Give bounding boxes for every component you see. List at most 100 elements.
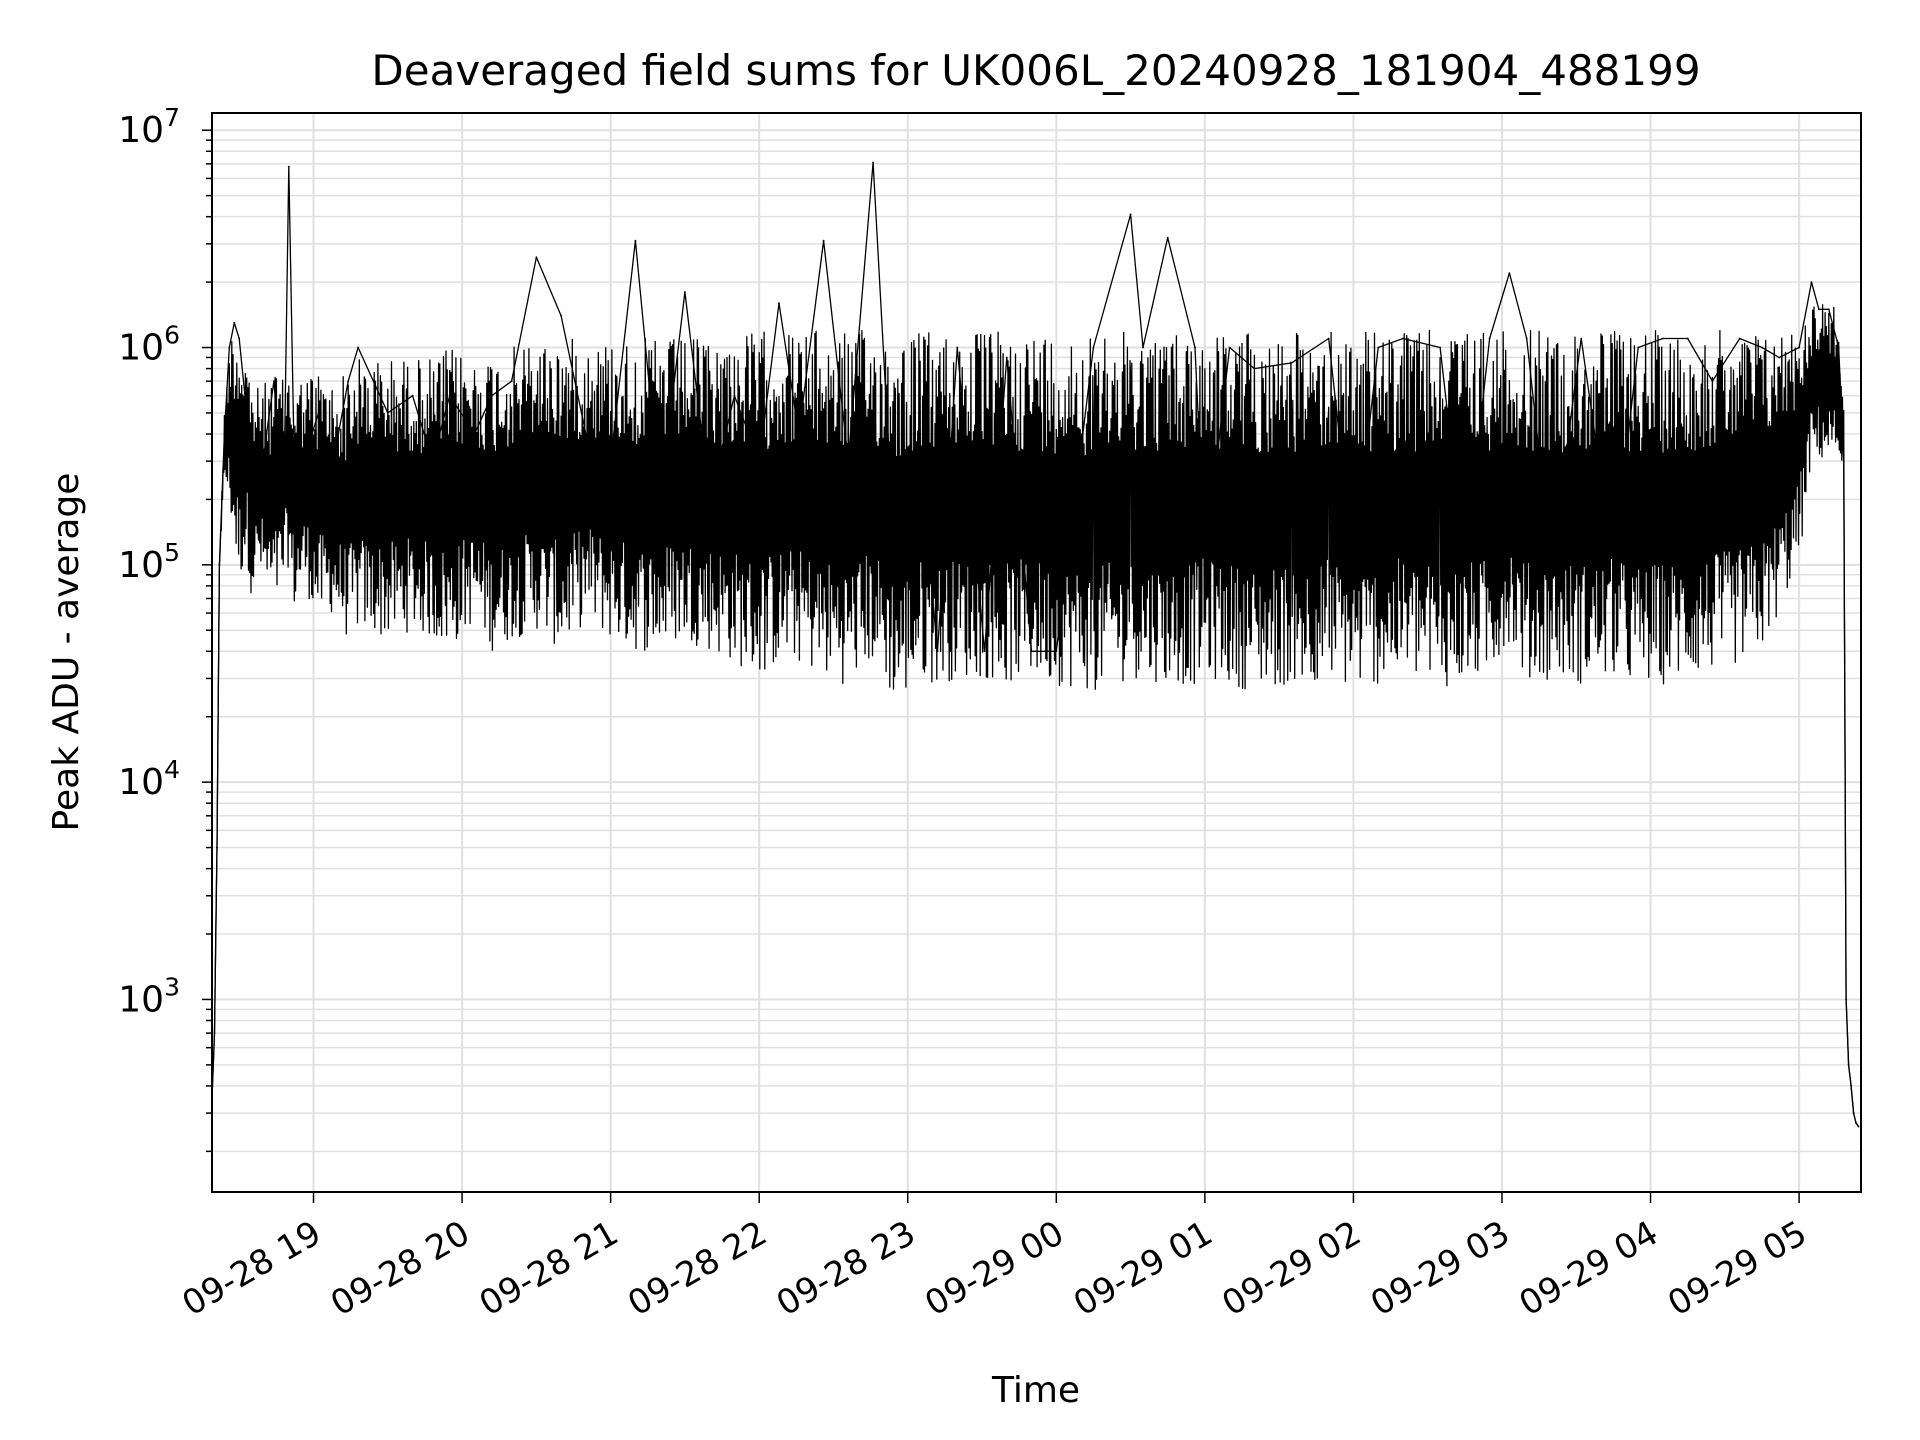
data-point: [1005, 356, 1008, 359]
data-point: [1352, 563, 1355, 566]
data-point: [1377, 346, 1380, 349]
data-point: [1847, 1064, 1850, 1066]
data-point: [245, 412, 248, 414]
data-point: [797, 433, 800, 435]
data-point: [1845, 998, 1847, 1001]
data-point: [983, 650, 986, 653]
data-point: [1402, 337, 1404, 340]
data-point: [1842, 460, 1845, 462]
data-point: [1488, 337, 1491, 340]
data-point: [1857, 1125, 1860, 1128]
data-point: [250, 460, 253, 462]
data-point: [510, 380, 513, 383]
data-point: [1827, 308, 1830, 311]
data-point: [213, 1032, 216, 1034]
data-point: [386, 412, 389, 414]
y-axis-label: Peak ADU - average: [46, 473, 87, 832]
data-point: [1818, 308, 1820, 311]
data-point: [1852, 1112, 1855, 1114]
data-point: [919, 460, 921, 462]
data-point: [1761, 346, 1763, 349]
data-point: [1463, 563, 1466, 566]
data-point: [1439, 346, 1441, 349]
data-point: [1030, 650, 1033, 653]
data-point: [872, 161, 874, 164]
data-point: [302, 460, 305, 462]
data-point: [1290, 362, 1293, 364]
data-point: [708, 498, 711, 501]
data-point: [411, 394, 414, 397]
data-point: [1055, 650, 1058, 653]
data-point: [1166, 236, 1169, 239]
y-tick-label: 104: [118, 755, 180, 803]
data-point: [1711, 380, 1714, 383]
data-point: [265, 433, 268, 435]
data-point: [216, 846, 218, 849]
data-point: [1798, 346, 1800, 349]
data-point: [609, 460, 612, 462]
data-point: [956, 346, 959, 349]
data-point: [659, 498, 662, 501]
data-point: [896, 612, 899, 614]
chart-title: Deaveraged field sums for UK006L_2024092…: [371, 46, 1700, 95]
data-point: [847, 460, 850, 462]
data-point: [258, 498, 260, 501]
data-point: [1837, 346, 1840, 349]
data-point: [228, 346, 231, 349]
series-line-dense: [211, 304, 1860, 1127]
data-point: [1129, 213, 1132, 216]
data-point: [1778, 356, 1781, 359]
data-point: [287, 165, 290, 168]
data-point: [1738, 337, 1741, 340]
data-point: [1253, 367, 1256, 370]
data-point: [585, 433, 587, 435]
data-point: [936, 650, 939, 653]
data-point: [218, 563, 221, 566]
data-point: [1092, 346, 1095, 349]
data-point: [1850, 1085, 1852, 1087]
x-axis-label: Time: [991, 1370, 1080, 1411]
data-point: [273, 380, 275, 383]
data-point: [758, 460, 761, 462]
data-point: [684, 291, 686, 293]
data-point: [634, 239, 637, 242]
data-point: [1612, 563, 1615, 566]
data-point: [1142, 346, 1144, 349]
data-point: [448, 394, 451, 397]
data-point: [473, 433, 476, 435]
data-point: [560, 314, 562, 317]
data-point: [1508, 272, 1511, 274]
data-point: [1580, 337, 1583, 340]
y-tick-label: 105: [118, 538, 180, 586]
data-point: [1525, 337, 1528, 340]
data-point: [1194, 346, 1196, 349]
data-point: [1327, 337, 1330, 340]
data-point: [1204, 563, 1206, 566]
data-point: [1662, 337, 1664, 340]
data-point: [733, 394, 736, 397]
data-point: [822, 239, 825, 242]
data-point: [233, 321, 236, 324]
y-tick-label: 106: [118, 321, 180, 369]
data-point: [1810, 281, 1813, 283]
data-point: [238, 337, 241, 340]
data-point: [431, 460, 434, 462]
data-point: [292, 433, 295, 435]
data-point: [490, 394, 493, 397]
data-point: [347, 380, 350, 383]
plot-frame: [211, 112, 1862, 1193]
data-point: [357, 346, 359, 349]
plot-data: [211, 161, 1860, 1128]
data-point: [332, 460, 335, 462]
data-point: [1550, 563, 1553, 566]
data-point: [535, 256, 538, 259]
data-point: [1855, 1122, 1857, 1124]
data-point: [223, 433, 226, 435]
data-point: [317, 412, 320, 414]
y-tick-label: 107: [118, 103, 180, 151]
data-point: [1637, 346, 1640, 349]
data-point: [778, 302, 780, 305]
data-point: [282, 498, 285, 501]
data-point: [1686, 337, 1689, 340]
